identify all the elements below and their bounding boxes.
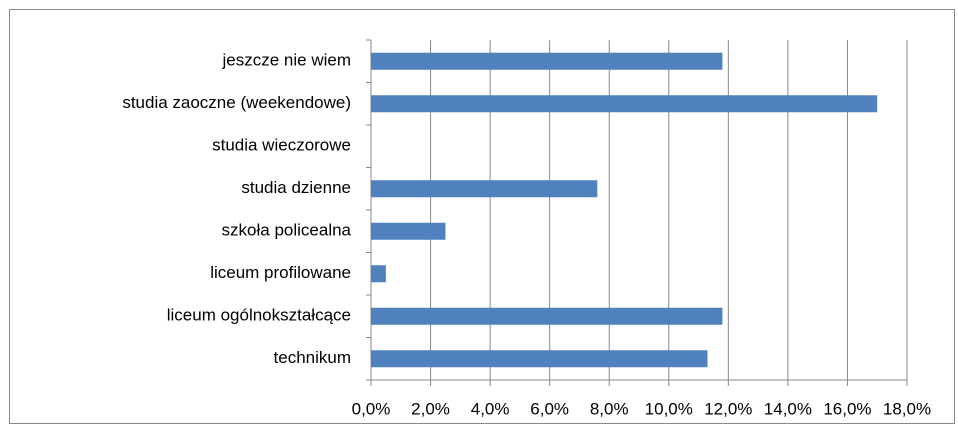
bar [371,350,708,368]
bar [371,307,723,325]
x-tick-label: 0,0% [352,399,391,418]
x-tick-label: 8,0% [590,399,629,418]
y-tick-label: studia wieczorowe [212,136,351,155]
y-tick-label: jeszcze nie wiem [222,51,352,70]
x-tick-label: 16,0% [823,399,871,418]
y-tick-label: liceum ogólnokształcące [167,306,351,325]
bar [371,52,723,70]
y-tick-label: studia dzienne [241,178,351,197]
bar [371,180,598,198]
x-tick-label: 10,0% [645,399,693,418]
y-tick-label: szkoła policealna [222,221,352,240]
bar [371,265,386,283]
x-tick-label: 6,0% [530,399,569,418]
bar [371,95,878,113]
y-tick-label: technikum [274,348,351,367]
x-tick-label: 12,0% [704,399,752,418]
x-tick-label: 4,0% [471,399,510,418]
x-tick-label: 14,0% [764,399,812,418]
y-tick-label: liceum profilowane [210,263,351,282]
y-tick-label: studia zaoczne (weekendowe) [122,93,351,112]
x-tick-label: 18,0% [883,399,931,418]
bar [371,222,446,240]
x-tick-label: 2,0% [411,399,450,418]
